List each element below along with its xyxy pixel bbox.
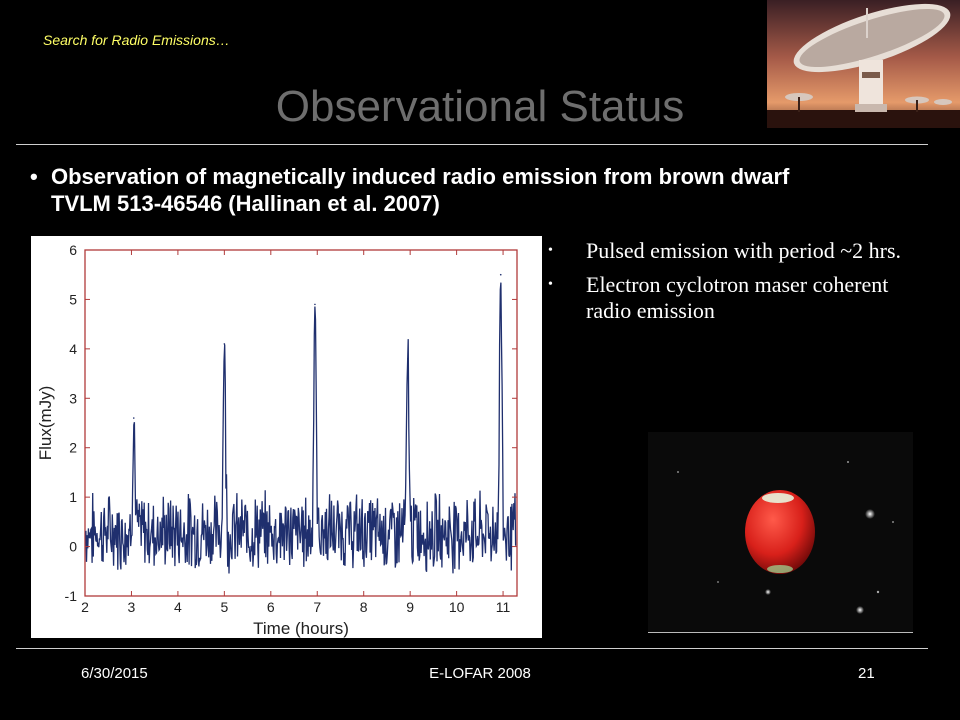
- flux-peak-point: [499, 273, 502, 276]
- flux-peak-point: [223, 343, 226, 345]
- y-tick-label: -1: [65, 588, 78, 604]
- flux-series-line: [85, 282, 517, 574]
- x-axis-label: Time (hours): [253, 619, 349, 638]
- x-tick-label: 2: [81, 599, 89, 615]
- plot-frame: [84, 249, 518, 597]
- side-bullet-item: • Electron cyclotron maser coherent radi…: [548, 272, 938, 324]
- y-tick-label: 3: [69, 390, 77, 406]
- y-tick-label: 5: [69, 291, 77, 307]
- image-underline: [648, 632, 913, 633]
- main-bullet-text: Observation of magnetically induced radi…: [51, 164, 790, 216]
- bullet-dot: •: [548, 243, 553, 258]
- brown-dwarf-image: [648, 432, 913, 632]
- radio-telescope-image: [767, 0, 960, 128]
- y-tick-label: 1: [69, 489, 77, 505]
- side-bullet-item: • Pulsed emission with period ~2 hrs.: [548, 238, 938, 264]
- side-bullet-text: Electron cyclotron maser coherent radio …: [586, 272, 889, 323]
- side-bullet-list: • Pulsed emission with period ~2 hrs. • …: [548, 238, 938, 332]
- flux-peak-point: [314, 303, 316, 306]
- x-tick-label: 3: [128, 599, 136, 615]
- flux-peak-point: [132, 417, 135, 419]
- x-tick-label: 11: [496, 599, 511, 615]
- x-tick-label: 8: [360, 599, 368, 615]
- x-tick-label: 7: [313, 599, 321, 615]
- flux-time-chart: 2 3 4 5 6 7 8 9 10 11 -1 0 1 2 3 4 5 6 Time (hours) Flux(mJ…: [31, 236, 542, 638]
- footer-page-number: 21: [858, 665, 875, 682]
- title-divider: [16, 144, 928, 145]
- x-tick-label: 6: [267, 599, 275, 615]
- slide-title: Observational Status: [275, 82, 685, 131]
- flux-peak-point: [407, 357, 409, 360]
- bullet-dot: •: [548, 277, 553, 292]
- footer-date: 6/30/2015: [81, 665, 148, 682]
- y-tick-label: 6: [69, 242, 77, 258]
- x-tick-label: 10: [449, 599, 465, 615]
- x-tick-label: 5: [220, 599, 228, 615]
- y-tick-label: 2: [69, 440, 77, 456]
- bullet-dot: •: [30, 164, 38, 189]
- footer-divider: [16, 648, 928, 649]
- y-tick-label: 4: [69, 341, 77, 357]
- y-tick-label: 0: [69, 539, 77, 555]
- footer-center: E-LOFAR 2008: [429, 665, 531, 682]
- header-tag: Search for Radio Emissions…: [43, 32, 230, 48]
- x-tick-label: 4: [174, 599, 182, 615]
- y-axis-label: Flux(mJy): [36, 386, 55, 461]
- chart-svg: 2 3 4 5 6 7 8 9 10 11 -1 0 1 2 3 4 5 6 Time (hours) Flux(mJ…: [36, 242, 518, 638]
- side-bullet-text: Pulsed emission with period ~2 hrs.: [586, 238, 902, 263]
- x-tick-label: 9: [406, 599, 414, 615]
